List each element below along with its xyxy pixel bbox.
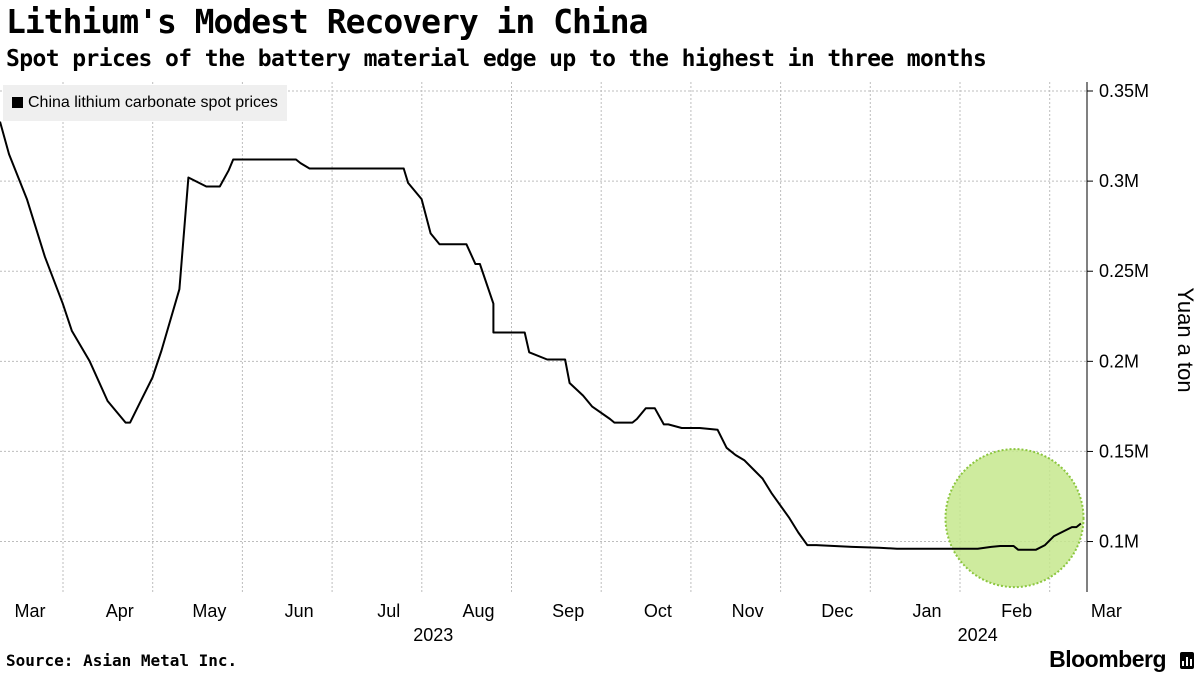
x-tick-label: Jun xyxy=(285,601,314,621)
x-tick-label: Dec xyxy=(821,601,853,621)
legend-label: China lithium carbonate spot prices xyxy=(28,94,278,111)
y-axis-title: Yuan a ton xyxy=(1173,287,1198,392)
x-tick-label: Apr xyxy=(106,601,134,621)
x-tick-label: Sep xyxy=(552,601,584,621)
source-note: Source: Asian Metal Inc. xyxy=(6,651,238,670)
bloomberg-terminal-icon xyxy=(1180,652,1194,669)
y-tick-label: 0.2M xyxy=(1099,351,1139,371)
bloomberg-logo: Bloomberg xyxy=(1049,646,1166,672)
legend-swatch xyxy=(12,97,23,108)
y-tick-label: 0.15M xyxy=(1099,441,1149,461)
chart-subtitle: Spot prices of the battery material edge… xyxy=(6,46,987,72)
y-tick-label: 0.3M xyxy=(1099,171,1139,191)
x-tick-label: Nov xyxy=(732,601,764,621)
x-tick-label: May xyxy=(192,601,226,621)
x-tick-label: Mar xyxy=(1091,601,1122,621)
y-tick-label: 0.35M xyxy=(1099,81,1149,101)
price-series-line xyxy=(0,121,1082,551)
y-tick-label: 0.1M xyxy=(1099,532,1139,552)
x-tick-label: Feb xyxy=(1001,601,1032,621)
x-tick-label: Mar xyxy=(15,601,46,621)
x-year-label: 2024 xyxy=(958,625,998,645)
x-tick-label: Jul xyxy=(377,601,400,621)
chart-title: Lithium's Modest Recovery in China xyxy=(6,2,649,41)
x-tick-label: Jan xyxy=(912,601,941,621)
x-year-label: 2023 xyxy=(413,625,453,645)
x-tick-label: Oct xyxy=(644,601,672,621)
x-tick-label: Aug xyxy=(462,601,494,621)
y-tick-label: 0.25M xyxy=(1099,261,1149,281)
highlight-circle xyxy=(944,448,1085,589)
chart-legend: China lithium carbonate spot prices xyxy=(3,85,287,121)
